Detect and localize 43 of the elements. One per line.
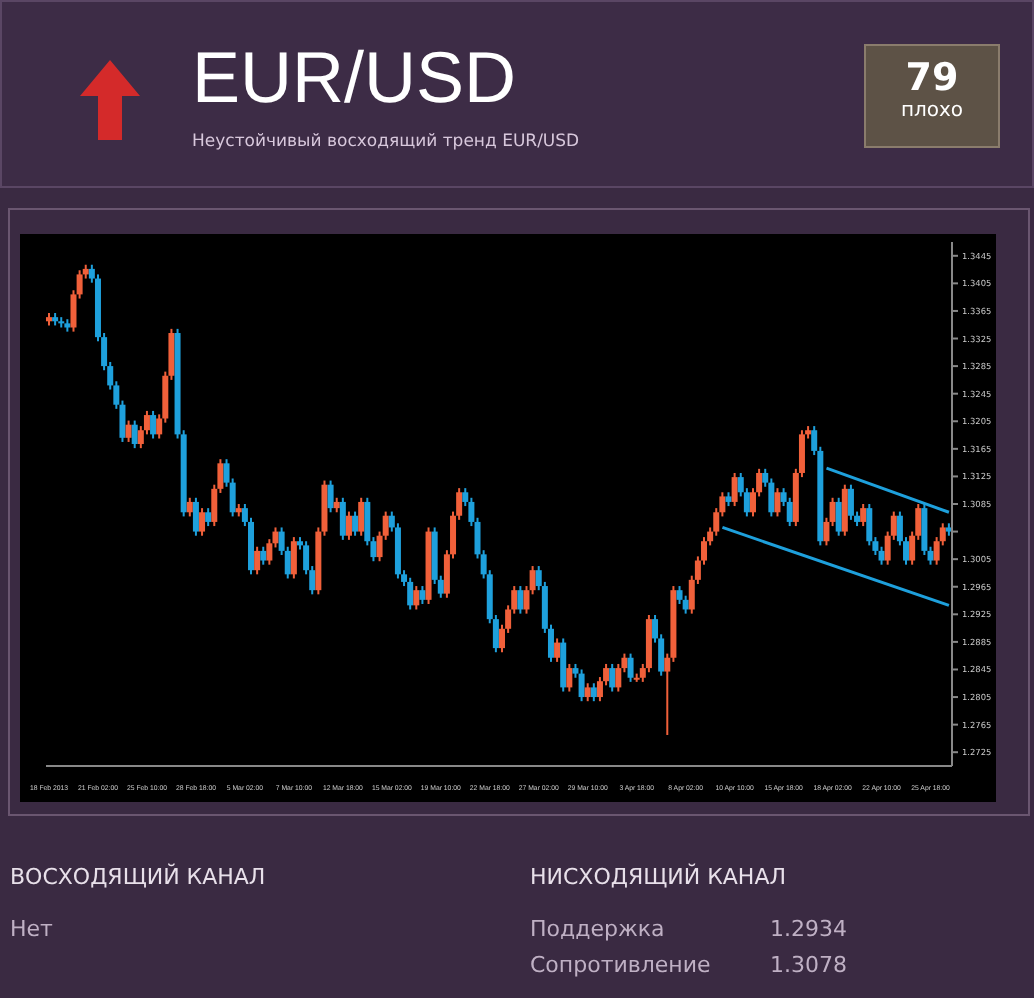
candlestick: [566, 662, 573, 693]
candlestick: [847, 483, 854, 521]
candlestick: [835, 496, 842, 537]
text: плохо: [898, 100, 966, 122]
candlestick: [192, 496, 199, 537]
candlestick: [786, 496, 793, 528]
candlestick: [517, 585, 524, 615]
text: НИСХОДЯЩИЙ КАНАЛ: [530, 864, 786, 890]
candlestick: [345, 510, 352, 541]
candlestick: [150, 409, 157, 440]
candlestick: [560, 637, 567, 693]
candlestick: [731, 471, 738, 508]
candlestick: [615, 662, 622, 693]
text: ВОСХОДЯЩИЙ КАНАЛ: [10, 864, 266, 890]
chart-title: EUR/USD: [192, 36, 517, 120]
text: Нет: [10, 916, 53, 942]
candlestick: [554, 637, 561, 663]
candlestick: [131, 419, 138, 450]
candlestick: [627, 652, 634, 683]
candlestick: [358, 496, 365, 537]
candlestick: [609, 662, 616, 693]
candlestick: [290, 536, 297, 580]
text: 1.3078: [770, 952, 847, 978]
text: Поддержка: [530, 916, 665, 942]
candlestick: [866, 503, 873, 547]
text: 1.2934: [770, 916, 847, 942]
text: 79: [903, 56, 961, 100]
candlestick: [199, 507, 206, 537]
candlestick: [860, 503, 867, 528]
candlestick: [254, 545, 261, 576]
text: Сопротивление: [530, 952, 711, 978]
candlestick: [774, 487, 781, 518]
chart-subtitle: Неустойчивый восходящий тренд EUR/USD: [192, 132, 580, 152]
candlestick: [125, 419, 132, 443]
candlestick: [413, 585, 420, 611]
candlestick: [768, 477, 775, 518]
candlestick: [578, 668, 585, 703]
candlestick: [186, 496, 193, 518]
candlestick: [352, 510, 359, 537]
candlestick: [339, 496, 346, 541]
candlestick: [327, 479, 334, 514]
candlestick: [841, 483, 848, 537]
candlestick: [407, 576, 414, 611]
